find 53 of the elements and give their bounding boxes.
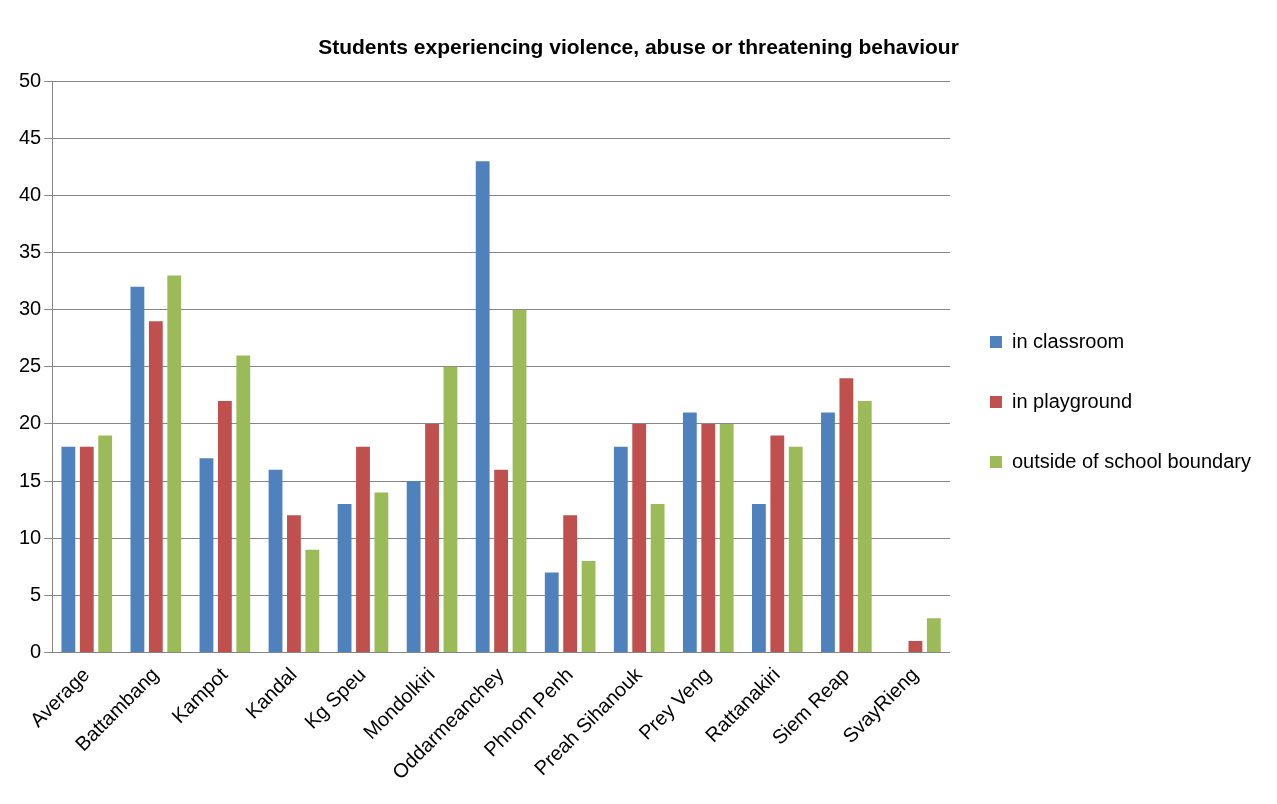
bar (374, 492, 389, 652)
y-tick-label: 20 (19, 411, 42, 434)
bar (199, 458, 214, 652)
bar (908, 641, 923, 652)
bar (632, 423, 647, 652)
y-tick-label: 35 (19, 240, 42, 263)
bar (857, 401, 872, 652)
bar (719, 423, 734, 652)
bar (682, 412, 697, 652)
bar (839, 378, 854, 652)
bar (788, 446, 803, 652)
bar (79, 446, 94, 652)
bar (268, 469, 283, 652)
y-tick-label: 0 (30, 639, 42, 662)
bar (475, 161, 490, 652)
y-tick-label: 30 (19, 297, 42, 320)
bar (305, 549, 320, 652)
bar (98, 435, 113, 652)
y-tick-label: 45 (19, 125, 42, 148)
bar (751, 503, 766, 652)
bar (544, 572, 559, 652)
bar (701, 423, 716, 652)
y-tick-label: 50 (19, 68, 42, 91)
bar (563, 515, 578, 652)
bar (130, 286, 145, 652)
bar (406, 481, 421, 652)
legend-label: in classroom (1011, 329, 1125, 352)
y-tick-label: 10 (19, 525, 42, 548)
bar (821, 412, 835, 652)
y-tick-label: 15 (19, 468, 42, 491)
bar (167, 275, 182, 652)
chart-title: Students experiencing violence, abuse or threatening behaviour (318, 35, 959, 59)
bar (443, 366, 458, 652)
bar (236, 355, 251, 652)
bar (356, 446, 370, 652)
bar (512, 309, 527, 652)
bar (337, 503, 352, 652)
y-tick-label: 5 (30, 582, 42, 605)
bar (926, 618, 941, 652)
bar (425, 423, 439, 652)
bar (148, 321, 163, 652)
bar (287, 515, 301, 652)
bar (61, 446, 76, 652)
bar (494, 469, 508, 652)
y-tick-label: 25 (19, 354, 42, 377)
bar (581, 561, 596, 652)
y-tick-label: 40 (19, 182, 42, 205)
bar (613, 446, 628, 652)
legend-label: outside of school boundary (1011, 449, 1252, 472)
bar (217, 401, 232, 652)
legend-label: in playground (1011, 389, 1133, 412)
bar (650, 503, 665, 652)
bar (770, 435, 785, 652)
